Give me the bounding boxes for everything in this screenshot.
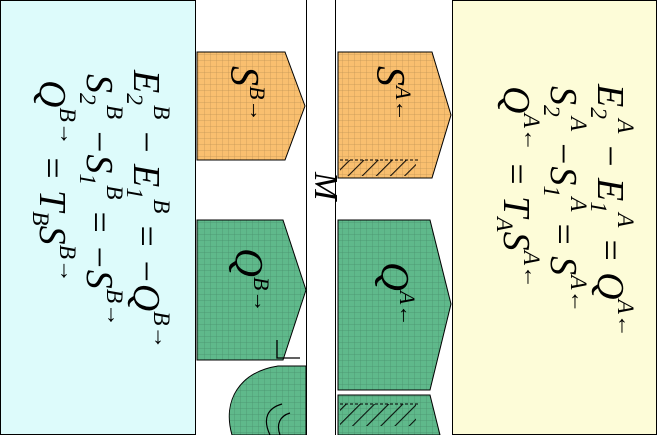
entropy-arrow-b <box>196 51 306 161</box>
reservoir-a-panel <box>452 0 657 435</box>
heat-b-label: QB→ <box>226 248 274 313</box>
reservoir-b-panel <box>0 0 196 435</box>
entropy-a-label: SA← <box>368 66 416 122</box>
reservoir-a-eq-heat: QA← = TASA← <box>490 86 544 289</box>
curved-heat-shape <box>228 365 307 435</box>
membrane <box>306 0 336 435</box>
heat-arrow-a-lower <box>337 394 441 435</box>
membrane-label: M <box>307 172 344 201</box>
reservoir-b-eq-heat: QB→ = TBSB→ <box>26 80 80 283</box>
entropy-arrow-a <box>337 51 452 179</box>
reservoir-a-eq-energy: E2A − E1A = QA← <box>584 84 638 338</box>
reservoir-b-eq-entropy: S2B −S1B = −SB→ <box>73 74 127 327</box>
reservoir-b-eq-energy: E2B − E1B = −QB→ <box>120 70 174 350</box>
entropy-b-label: SB→ <box>222 66 270 122</box>
heat-arrow-b <box>196 219 307 361</box>
heat-a-label: QA← <box>372 262 420 327</box>
heat-arrow-a <box>337 219 452 391</box>
reservoir-a-eq-entropy: S2A −S1A = SA← <box>537 86 591 314</box>
